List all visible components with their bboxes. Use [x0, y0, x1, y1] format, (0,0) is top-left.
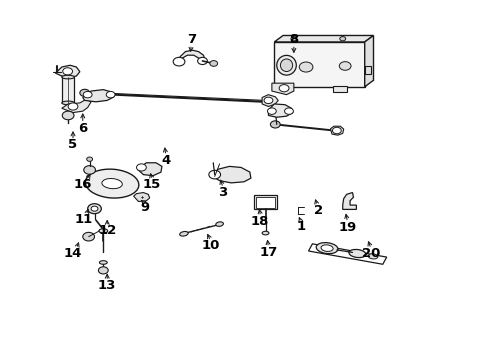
Polygon shape [331, 126, 343, 135]
Polygon shape [274, 36, 373, 42]
Circle shape [197, 57, 207, 64]
Ellipse shape [280, 59, 293, 72]
Circle shape [279, 85, 289, 92]
Text: 19: 19 [339, 221, 357, 234]
Polygon shape [274, 42, 365, 87]
Circle shape [87, 157, 93, 161]
Text: 2: 2 [314, 204, 323, 217]
Circle shape [285, 108, 294, 114]
Text: 8: 8 [289, 33, 298, 46]
Ellipse shape [102, 179, 122, 189]
Circle shape [68, 103, 78, 110]
Bar [333, 86, 346, 92]
Ellipse shape [99, 229, 108, 233]
Polygon shape [83, 90, 114, 102]
Text: 12: 12 [98, 224, 116, 238]
Polygon shape [62, 99, 91, 113]
Circle shape [299, 62, 313, 72]
Circle shape [137, 164, 147, 171]
Polygon shape [262, 95, 278, 107]
Circle shape [106, 91, 115, 98]
Circle shape [264, 97, 273, 104]
Circle shape [88, 204, 101, 214]
Bar [62, 77, 74, 103]
Circle shape [210, 60, 218, 66]
Text: 10: 10 [201, 239, 220, 252]
Text: 3: 3 [219, 186, 228, 199]
Ellipse shape [316, 243, 338, 254]
Circle shape [339, 62, 351, 70]
Polygon shape [365, 36, 373, 87]
Text: 15: 15 [143, 178, 161, 191]
Text: 6: 6 [78, 122, 87, 135]
Ellipse shape [349, 249, 366, 258]
Polygon shape [309, 244, 387, 264]
Ellipse shape [216, 222, 223, 226]
Circle shape [98, 267, 108, 274]
Ellipse shape [85, 169, 139, 198]
Text: 11: 11 [74, 213, 93, 226]
Circle shape [83, 91, 92, 98]
Text: 16: 16 [74, 178, 92, 191]
Bar [254, 195, 277, 210]
Circle shape [209, 170, 221, 179]
Ellipse shape [62, 101, 74, 105]
Circle shape [91, 206, 98, 211]
Polygon shape [176, 50, 205, 62]
Ellipse shape [62, 75, 74, 79]
Polygon shape [55, 65, 80, 77]
Circle shape [173, 57, 185, 66]
Text: 7: 7 [187, 33, 196, 46]
Text: 13: 13 [98, 279, 117, 292]
Text: 1: 1 [296, 220, 306, 233]
Circle shape [62, 111, 74, 120]
Circle shape [270, 121, 280, 128]
Circle shape [63, 68, 73, 75]
Circle shape [83, 232, 95, 241]
Ellipse shape [368, 254, 378, 259]
Polygon shape [343, 193, 356, 210]
Ellipse shape [277, 55, 296, 75]
Text: 20: 20 [362, 247, 380, 260]
Circle shape [340, 37, 345, 41]
Polygon shape [138, 163, 162, 176]
Ellipse shape [99, 261, 107, 264]
Circle shape [332, 127, 341, 134]
Circle shape [268, 108, 276, 114]
Bar [365, 66, 370, 74]
Text: 14: 14 [64, 247, 82, 260]
Polygon shape [272, 83, 294, 95]
Bar [256, 197, 275, 208]
Polygon shape [212, 166, 251, 183]
Text: 17: 17 [259, 246, 277, 259]
Text: 18: 18 [250, 215, 269, 228]
Text: 5: 5 [69, 138, 77, 151]
Polygon shape [269, 104, 293, 117]
Ellipse shape [180, 231, 188, 236]
Ellipse shape [262, 231, 269, 235]
Polygon shape [134, 193, 150, 202]
Circle shape [84, 166, 96, 174]
Ellipse shape [321, 245, 333, 251]
Text: 9: 9 [140, 202, 149, 215]
Circle shape [291, 37, 297, 41]
Circle shape [80, 89, 90, 96]
Text: 4: 4 [161, 154, 171, 167]
